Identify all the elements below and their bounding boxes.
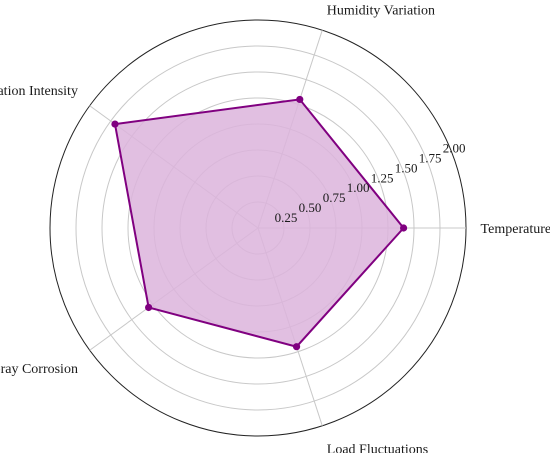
r-tick-label: 1.25 (371, 170, 394, 185)
series-layer (111, 95, 408, 351)
r-tick-label: 0.75 (323, 190, 346, 205)
category-label: Humidity Variation (327, 3, 435, 18)
series-area (113, 98, 405, 348)
data-point (292, 343, 301, 351)
r-tick-label: 0.25 (275, 210, 298, 225)
data-point (400, 224, 408, 232)
data-point (296, 95, 304, 104)
r-tick-label: 1.75 (419, 150, 442, 165)
category-label: Temperature Range (481, 222, 550, 237)
r-tick-label: 1.50 (395, 160, 418, 175)
r-tick-label: 0.50 (299, 200, 322, 215)
axis-label-layer: Temperature Range Humidity Variation Vibra… (0, 3, 550, 453)
data-point (145, 303, 153, 312)
category-label: Vibration Intensity (0, 84, 78, 99)
category-label: Salt Spray Corrosion (0, 362, 78, 377)
r-tick-label: 2.00 (443, 140, 466, 155)
category-label: Load Fluctuations (327, 443, 429, 453)
tick-label-layer: 0.250.500.751.001.251.501.752.00 (275, 140, 466, 225)
data-point (111, 120, 119, 128)
r-tick-label: 1.00 (347, 180, 370, 195)
